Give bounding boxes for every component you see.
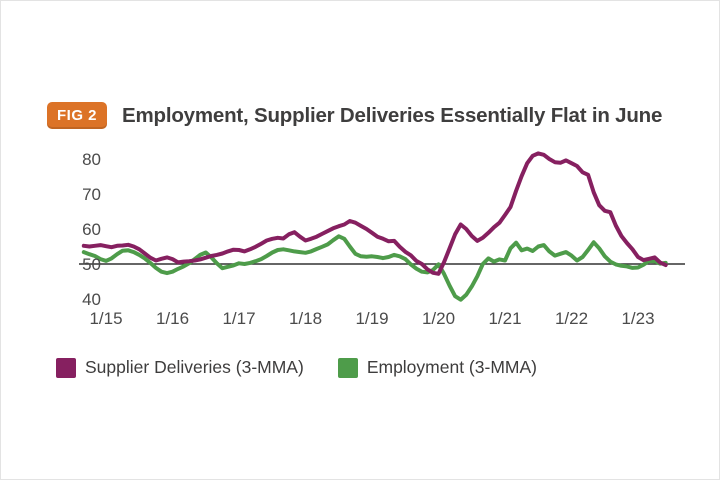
legend-label-supplier-deliveries: Supplier Deliveries (3-MMA)	[85, 357, 304, 377]
supplier-deliveries-swatch	[56, 357, 76, 378]
chart-legend: Supplier Deliveries (3-MMA) Employment (…	[56, 357, 537, 378]
x-tick-label: 1/16	[155, 309, 190, 328]
x-tick-label: 1/22	[554, 309, 589, 328]
x-tick-label: 1/20	[421, 309, 456, 328]
figure-title: Employment, Supplier Deliveries Essentia…	[122, 104, 663, 127]
series-line-employment-mma	[81, 234, 668, 302]
figure-badge-label: FIG 2	[57, 107, 98, 124]
figure-badge: FIG 2	[47, 102, 108, 129]
legend-item-employment: Employment (3-MMA)	[337, 357, 537, 378]
y-tick-label: 50	[82, 254, 101, 274]
x-tick-label: 1/15	[89, 309, 123, 328]
y-tick-label: 40	[82, 289, 101, 309]
legend-item-supplier-deliveries: Supplier Deliveries (3-MMA)	[56, 357, 304, 378]
x-tick-label: 1/19	[355, 309, 389, 328]
x-tick-label: 1/17	[222, 309, 256, 328]
employment-swatch	[337, 357, 358, 378]
y-tick-label: 60	[82, 219, 101, 239]
x-tick-label: 1/21	[488, 309, 522, 328]
x-tick-label: 1/23	[621, 309, 655, 328]
x-tick-label: 1/18	[288, 309, 323, 328]
legend-label-employment: Employment (3-MMA)	[366, 357, 537, 377]
series-line-supplier-deliveries-mma	[81, 151, 668, 276]
y-tick-label: 80	[82, 149, 101, 169]
y-tick-label: 70	[82, 184, 101, 204]
